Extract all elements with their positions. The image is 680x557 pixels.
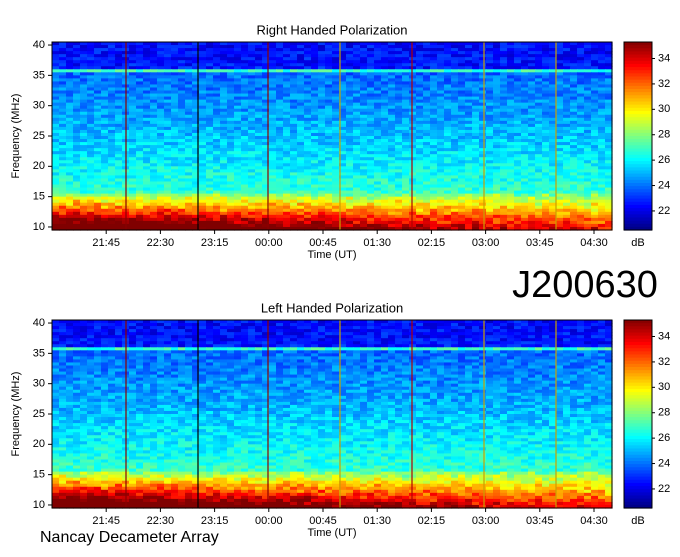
y-tick-label: 10 <box>33 221 45 233</box>
y-tick-label: 15 <box>33 191 45 203</box>
y-tick-label: 40 <box>33 39 45 51</box>
y-tick-label: 25 <box>33 130 45 142</box>
footer: Nancay Decameter Array <box>40 529 219 546</box>
x-tick-label: 01:30 <box>363 237 391 249</box>
x-tick-label: 00:00 <box>255 237 283 249</box>
x-tick-label: 23:15 <box>201 237 229 249</box>
y-tick-label: 20 <box>33 160 45 172</box>
y-tick-label: 35 <box>33 69 45 81</box>
x-tick-label: 00:45 <box>309 237 337 249</box>
y-tick-label: 30 <box>33 100 45 112</box>
spectrogram <box>52 42 613 231</box>
event-id: J200630 <box>512 264 658 306</box>
x-tick-label: 22:30 <box>147 237 175 249</box>
panel-title: Right Handed Polarization <box>256 22 407 37</box>
x-tick-label: 21:45 <box>92 237 120 249</box>
